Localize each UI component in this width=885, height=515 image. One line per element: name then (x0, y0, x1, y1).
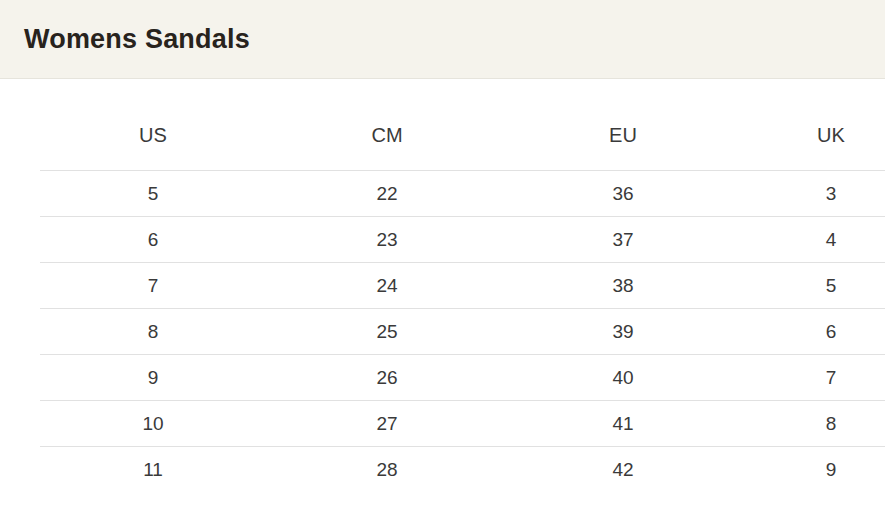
column-header-cm: CM (266, 100, 508, 171)
size-cell-uk: 8 (738, 401, 885, 447)
size-chart-table: US CM EU UK 5 22 36 3 6 23 37 4 7 24 (40, 100, 885, 492)
size-cell-cm: 27 (266, 401, 508, 447)
size-cell-us: 11 (40, 447, 266, 493)
size-cell-cm: 26 (266, 355, 508, 401)
size-cell-uk: 7 (738, 355, 885, 401)
size-cell-uk: 5 (738, 263, 885, 309)
size-cell-uk: 9 (738, 447, 885, 493)
size-cell-us: 7 (40, 263, 266, 309)
size-cell-uk: 3 (738, 171, 885, 217)
size-cell-us: 5 (40, 171, 266, 217)
size-cell-eu: 40 (508, 355, 738, 401)
size-cell-cm: 23 (266, 217, 508, 263)
size-cell-eu: 38 (508, 263, 738, 309)
size-cell-eu: 42 (508, 447, 738, 493)
table-row: 8 25 39 6 (40, 309, 885, 355)
page-title: Womens Sandals (24, 26, 250, 53)
size-cell-us: 6 (40, 217, 266, 263)
size-cell-us: 10 (40, 401, 266, 447)
table-row: 5 22 36 3 (40, 171, 885, 217)
column-header-eu: EU (508, 100, 738, 171)
size-cell-us: 8 (40, 309, 266, 355)
table-row: 7 24 38 5 (40, 263, 885, 309)
size-cell-cm: 25 (266, 309, 508, 355)
column-header-us: US (40, 100, 266, 171)
column-header-uk: UK (738, 100, 885, 171)
size-cell-uk: 6 (738, 309, 885, 355)
size-cell-cm: 22 (266, 171, 508, 217)
size-cell-uk: 4 (738, 217, 885, 263)
size-cell-cm: 28 (266, 447, 508, 493)
table-header-row: US CM EU UK (40, 100, 885, 171)
size-cell-eu: 37 (508, 217, 738, 263)
table-row: 6 23 37 4 (40, 217, 885, 263)
size-cell-eu: 41 (508, 401, 738, 447)
size-cell-us: 9 (40, 355, 266, 401)
table-row: 9 26 40 7 (40, 355, 885, 401)
size-chart-container: US CM EU UK 5 22 36 3 6 23 37 4 7 24 (40, 79, 885, 492)
table-row: 10 27 41 8 (40, 401, 885, 447)
size-chart-header: Womens Sandals (0, 0, 885, 79)
size-cell-eu: 39 (508, 309, 738, 355)
size-cell-cm: 24 (266, 263, 508, 309)
size-cell-eu: 36 (508, 171, 738, 217)
table-row: 11 28 42 9 (40, 447, 885, 493)
